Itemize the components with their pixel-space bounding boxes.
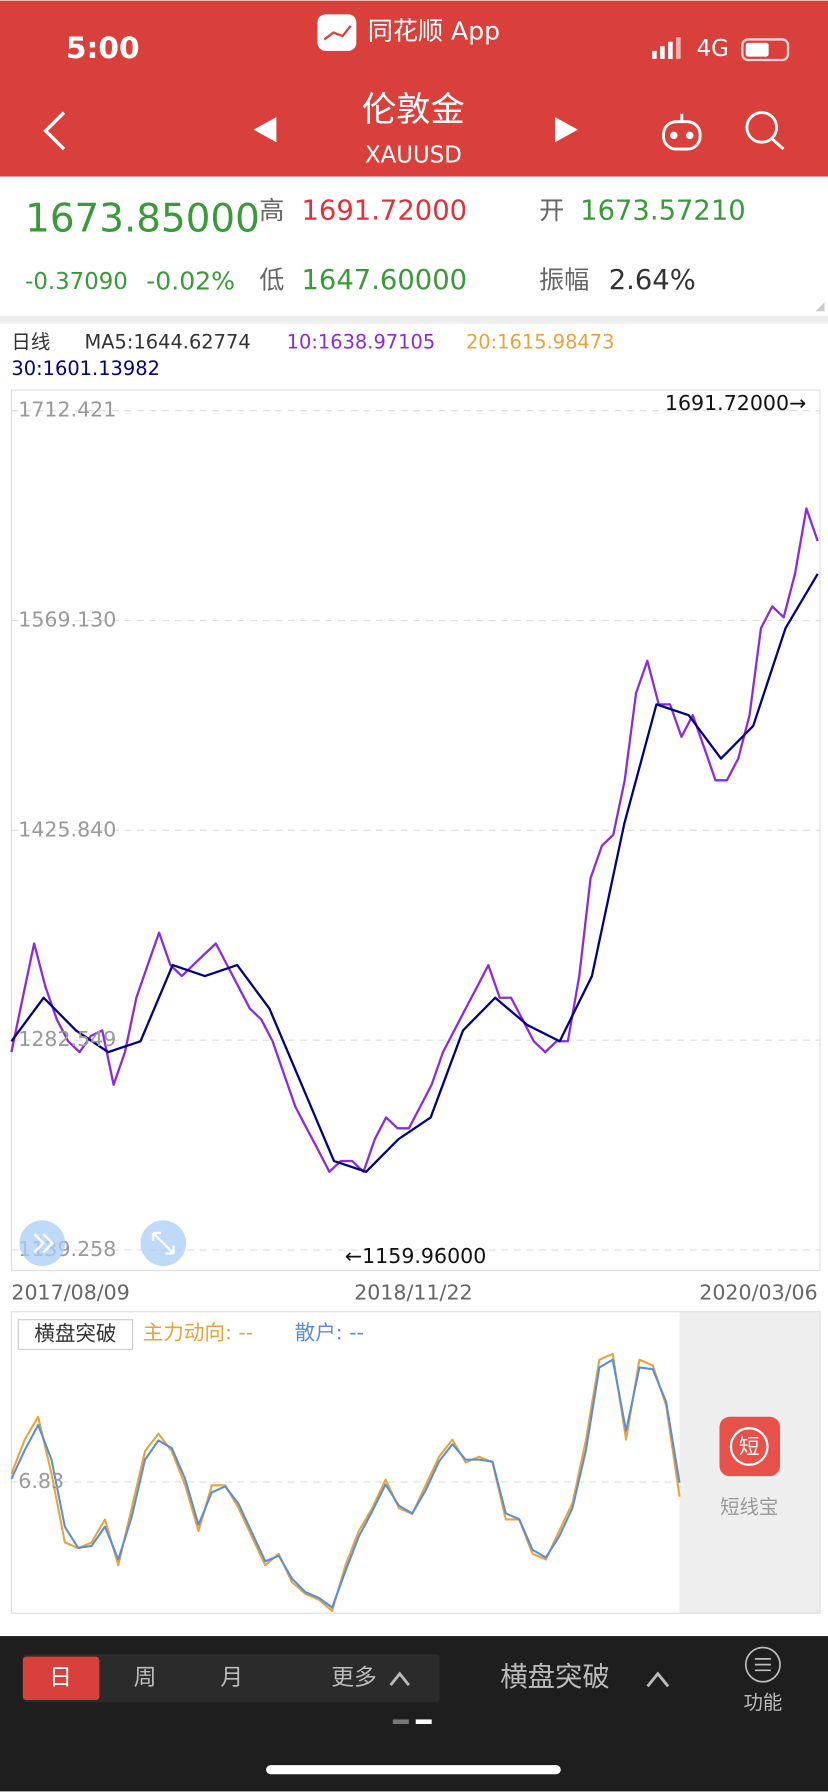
period-tabs (22, 1654, 440, 1703)
quote-change: -0.37090 (25, 269, 128, 295)
signal-icon (652, 37, 681, 59)
legend-entry: 散户: -- (295, 1320, 364, 1344)
scroll-icon (33, 1233, 55, 1254)
next-button[interactable] (555, 117, 578, 143)
x-tick-label: 2018/11/22 (354, 1280, 472, 1304)
tab[interactable]: 周 (134, 1665, 157, 1691)
tab[interactable]: 日 (49, 1665, 72, 1691)
more-arrow (389, 1671, 410, 1687)
y-tick-label: 1282.549 (18, 1027, 116, 1051)
side-widget-icon: 短 (739, 1435, 760, 1459)
high-annotation: 1691.72000→ (665, 391, 806, 415)
home-indicator (266, 1765, 561, 1775)
page-dot (415, 1719, 432, 1724)
status-network: 4G (697, 36, 729, 62)
status-time: 5:00 (66, 31, 140, 66)
ma-legend: 20:1615.98473 (466, 331, 615, 354)
robot-button[interactable] (662, 113, 702, 151)
menu-label[interactable]: 功能 (743, 1691, 782, 1714)
separator (0, 315, 828, 324)
low-label: 低 (259, 266, 284, 295)
battery (741, 38, 790, 62)
battery-level (745, 42, 769, 57)
corner-mark (815, 302, 825, 312)
back-button[interactable] (43, 111, 66, 151)
x-tick-label: 2020/03/06 (699, 1280, 817, 1304)
page-dot (392, 1719, 409, 1724)
menu-icon[interactable] (744, 1646, 781, 1683)
high-label: 高 (259, 196, 284, 225)
indicator-arrow (646, 1671, 670, 1688)
amplitude-value: 2.64% (609, 265, 696, 296)
quote-change-pct: -0.02% (146, 267, 235, 296)
app-icon (317, 14, 357, 51)
ma-legend: 日线 (11, 331, 50, 354)
menu-icon-lines (754, 1658, 771, 1672)
header-bg (0, 0, 828, 177)
open-label: 开 (539, 196, 564, 225)
y-tick-label: 1425.840 (18, 817, 116, 841)
header-title: 伦敦金 (362, 90, 465, 130)
ma-legend: 10:1638.97105 (287, 331, 436, 354)
header-subtitle: XAUUSD (365, 142, 462, 168)
low-value: 1647.60000 (302, 265, 468, 296)
expand-icon (151, 1231, 175, 1255)
series-line (10, 573, 819, 1173)
ma-legend: MA5:1644.62774 (85, 331, 251, 354)
quote-price: 1673.85000 (25, 197, 260, 242)
series-line (10, 507, 819, 1173)
tab[interactable]: 月 (220, 1665, 243, 1691)
high-value: 1691.72000 (302, 195, 468, 226)
indicator-name: 横盘突破 (34, 1322, 116, 1346)
ma-legend: 30:1601.13982 (11, 357, 160, 380)
indicator-name-box[interactable] (17, 1319, 134, 1350)
y-tick-label: 1712.421 (18, 398, 116, 422)
side-widget-button[interactable] (719, 1416, 781, 1477)
status-app: 同花顺 App (368, 17, 500, 46)
app-icon-mark (323, 25, 352, 41)
legend-entry: 主力动向: -- (143, 1320, 253, 1344)
side-widget-ring (729, 1427, 769, 1466)
x-tick-label: 2017/08/09 (11, 1280, 129, 1304)
tab-active-bg (22, 1656, 100, 1701)
side-widget-label: 短线宝 (720, 1496, 778, 1519)
tab[interactable]: 更多 (331, 1665, 377, 1691)
low-annotation: ←1159.96000 (345, 1244, 486, 1268)
y-tick-label: 1569.130 (18, 608, 116, 632)
search-button[interactable] (745, 111, 785, 151)
open-value: 1673.57210 (580, 195, 746, 226)
indicator-selector[interactable]: 横盘突破 (500, 1662, 610, 1693)
amplitude-label: 振幅 (539, 266, 589, 295)
series-line (10, 1358, 681, 1609)
y-tick-label: 6.83 (18, 1469, 64, 1493)
prev-button[interactable] (253, 117, 277, 143)
indicator-chart-frame (10, 1311, 821, 1614)
